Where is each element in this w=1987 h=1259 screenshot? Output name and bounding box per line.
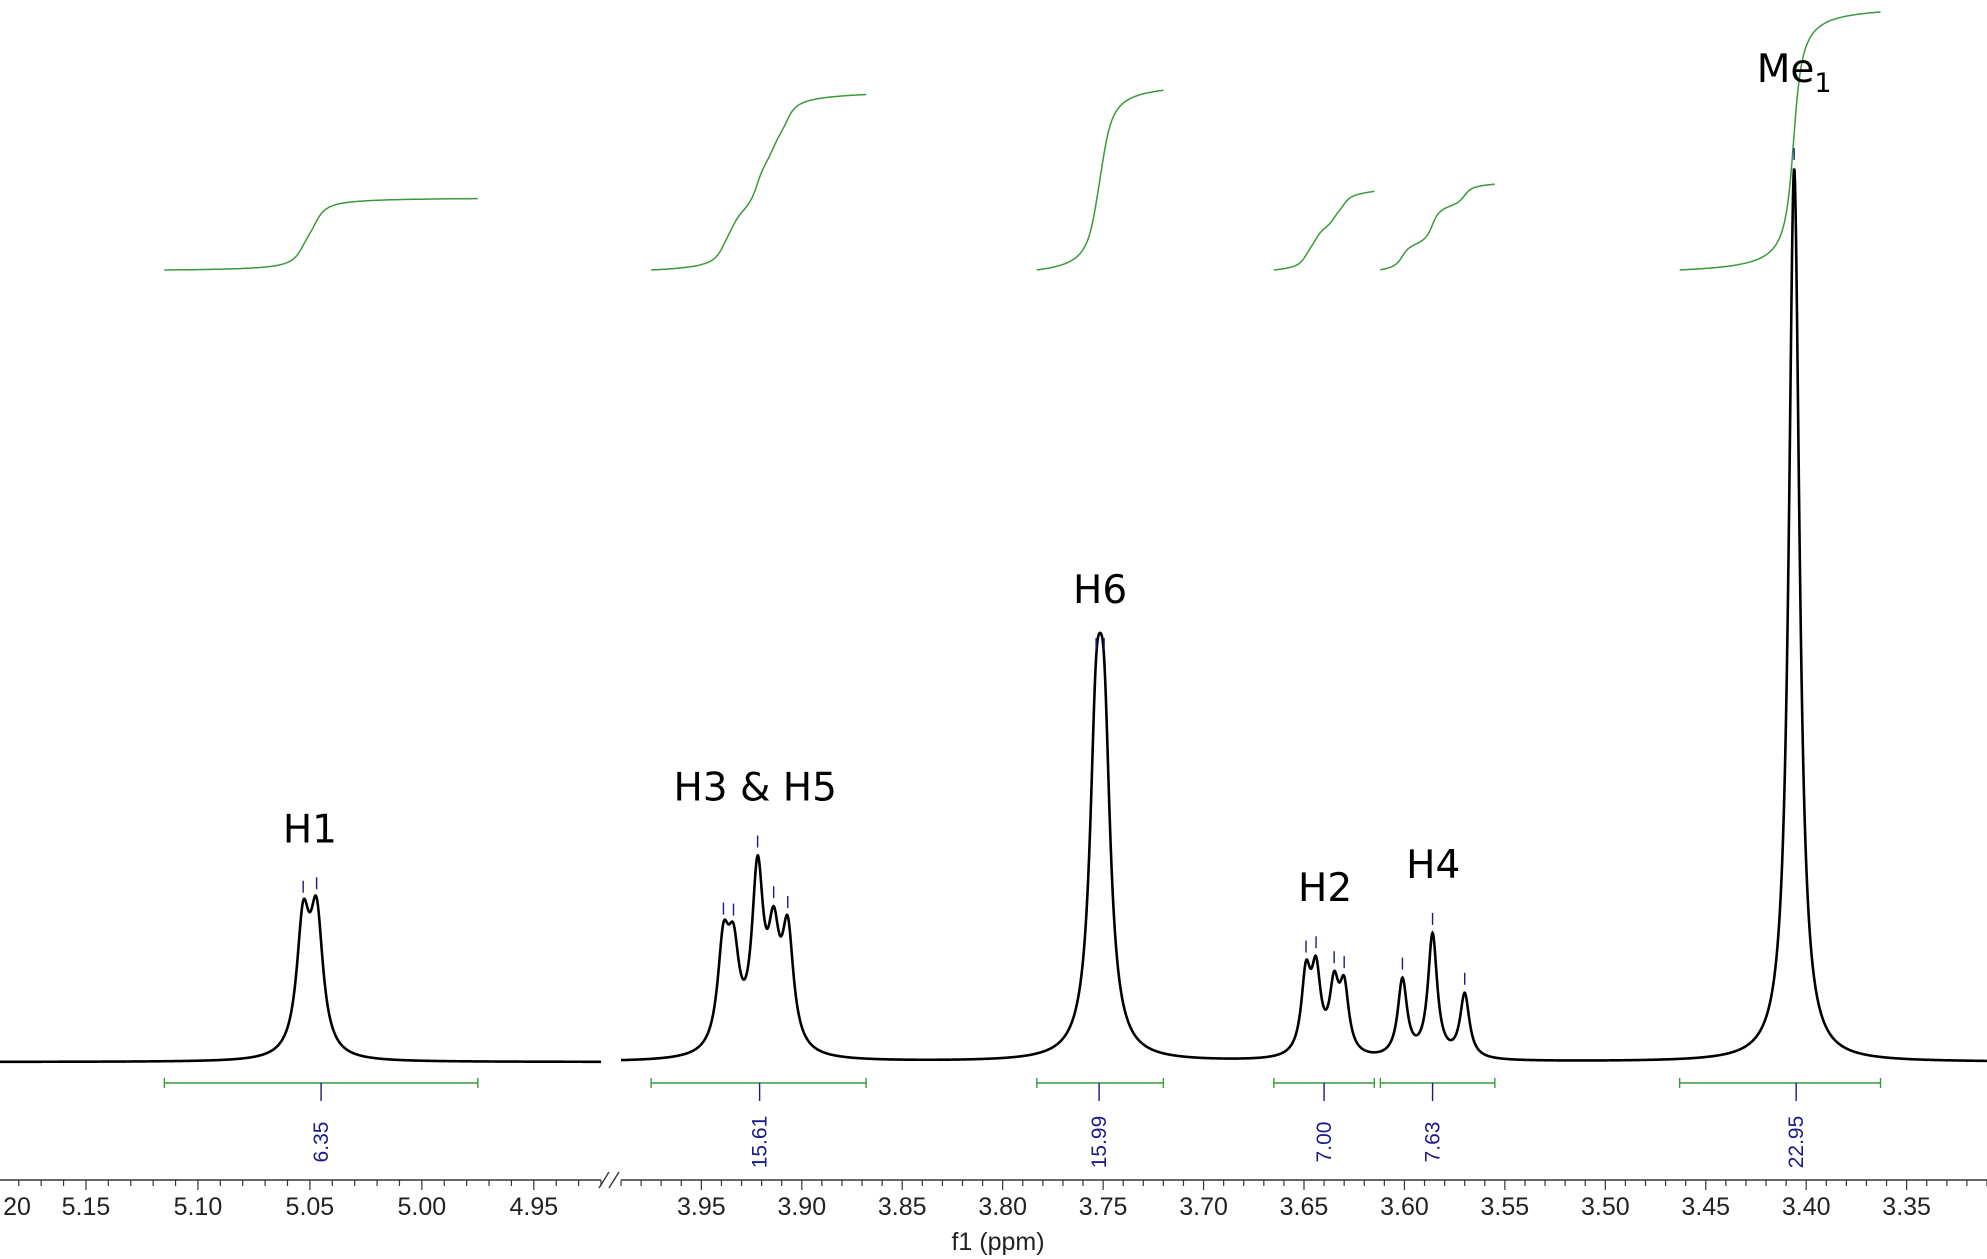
axis-tick-label: 3.45	[1681, 1193, 1730, 1221]
peak-label: H6	[1073, 568, 1127, 613]
peak-markers	[302, 148, 1795, 985]
axis-tick-label: 3.95	[677, 1193, 726, 1221]
peak-label: Me1	[1757, 47, 1832, 99]
axis-tick-label: 3.50	[1581, 1193, 1630, 1221]
spectrum-trace-1	[0, 893, 601, 1064]
axis-tick-label: 3.55	[1481, 1193, 1530, 1221]
peak-label: H2	[1298, 866, 1352, 911]
spectrum-trace-group	[0, 168, 1987, 1064]
axis-tick-label: 5.15	[62, 1193, 111, 1221]
axis-tick-label: 3.75	[1079, 1193, 1128, 1221]
integral-value: 7.63	[1422, 1122, 1445, 1163]
integral-curves	[164, 11, 1881, 271]
integral-curve	[164, 197, 478, 271]
x-axis: 20 5.15 5.10 5.05 5.00 4.95 3.95 3.90 3.85 3.80 3.…	[0, 1171, 1987, 1221]
axis-tick-label: 3.70	[1179, 1193, 1228, 1221]
integral-value: 22.95	[1785, 1116, 1808, 1169]
peak-label: H1	[283, 807, 337, 852]
integral-brackets: 6.35 15.61 15.99 7.00 7.63 22.95	[163, 1078, 1882, 1169]
integral-value: 15.99	[1088, 1116, 1111, 1169]
integral-curve	[1380, 183, 1495, 271]
integral-curve	[1679, 11, 1881, 271]
axis-tick-label: 3.40	[1782, 1193, 1831, 1221]
axis-tick-label: 5.05	[286, 1193, 335, 1221]
axis-tick-label: 3.60	[1380, 1193, 1429, 1221]
axis-break-mark	[608, 1171, 620, 1189]
x-axis-title: f1 (ppm)	[951, 1228, 1044, 1256]
peak-labels: H1 H3 & H5 H6 H2 H4 Me1	[283, 47, 1832, 911]
axis-tick-label: 3.85	[878, 1193, 927, 1221]
integral-value: 6.35	[310, 1122, 333, 1163]
axis-tick-label: 4.95	[509, 1193, 558, 1221]
axis-tick-label: 5.10	[174, 1193, 223, 1221]
spectrum-trace-2	[620, 168, 1987, 1063]
integral-curve	[651, 93, 867, 271]
integral-curve	[1036, 89, 1164, 271]
integral-value: 7.00	[1313, 1122, 1336, 1163]
axis-tick-label: 3.90	[777, 1193, 826, 1221]
axis-break-mark	[598, 1171, 610, 1189]
peak-label: H3 & H5	[673, 765, 836, 810]
axis-tick-label: 3.35	[1882, 1193, 1931, 1221]
axis-tick-label: 20	[3, 1193, 31, 1221]
integral-value: 15.61	[749, 1116, 772, 1169]
axis-tick-label: 5.00	[398, 1193, 447, 1221]
peak-label: H4	[1406, 843, 1460, 888]
axis-tick-label: 3.80	[978, 1193, 1027, 1221]
integral-curve	[1273, 190, 1375, 271]
axis-tick-label: 3.65	[1280, 1193, 1329, 1221]
